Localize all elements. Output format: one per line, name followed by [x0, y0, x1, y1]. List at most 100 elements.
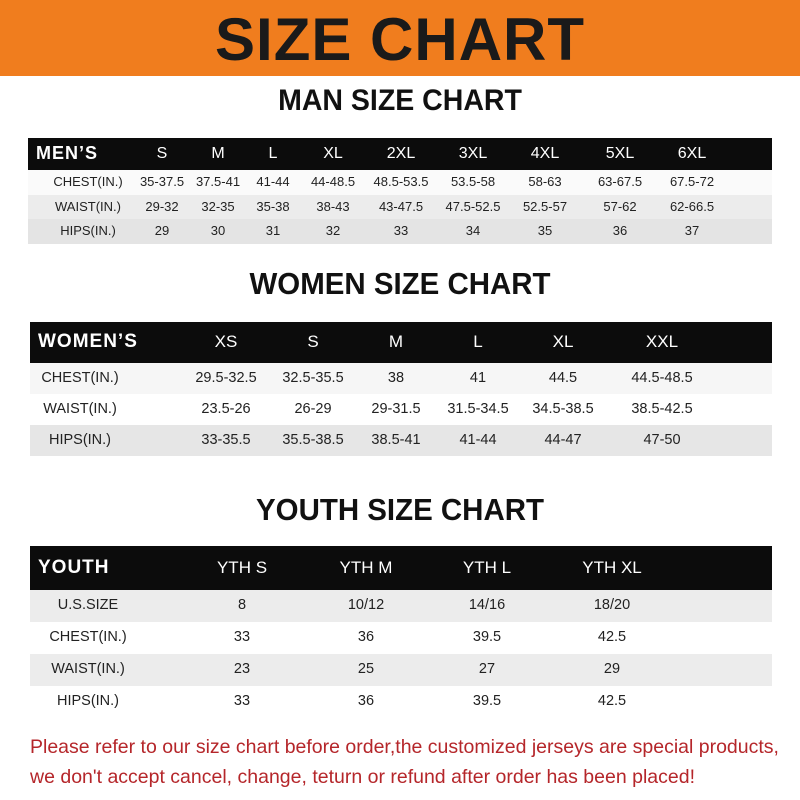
table-cell: 38-43	[316, 198, 350, 214]
table-cell: 32-35	[201, 198, 235, 214]
table-cell: 38.5-42.5	[631, 400, 693, 417]
table-cell: 29-32	[145, 198, 179, 214]
table-row	[30, 590, 772, 622]
row-label: HIPS(IN.)	[60, 223, 116, 239]
column-header: XXL	[645, 332, 679, 352]
table-cell: 44-47	[544, 431, 582, 448]
table-cell: 33	[233, 629, 251, 646]
column-header: XS	[214, 332, 238, 352]
table-row	[30, 654, 772, 686]
table-cell: 10/12	[347, 597, 385, 614]
table-cell: 34	[465, 223, 481, 239]
column-header: YTH XL	[582, 557, 642, 577]
table-cell: 34.5-38.5	[532, 400, 594, 417]
table-cell: 47.5-52.5	[445, 198, 501, 214]
table-cell: 44.5	[548, 369, 578, 386]
table-header-row	[30, 546, 772, 590]
table-cell: 18/20	[593, 597, 631, 614]
column-header: 4XL	[530, 145, 560, 163]
table-cell: 29	[603, 661, 621, 678]
table-cell: 33-35.5	[201, 431, 251, 448]
table-label: YOUTH	[38, 556, 110, 578]
table-cell: 48.5-53.5	[373, 174, 429, 190]
table-cell: 44-48.5	[310, 174, 356, 190]
table-row	[28, 194, 772, 219]
column-header: 5XL	[605, 145, 635, 163]
table-cell: 25	[357, 661, 375, 678]
row-label: U.S.SIZE	[57, 597, 119, 614]
column-header: S	[156, 145, 168, 163]
row-label: WAIST(IN.)	[43, 400, 117, 417]
row-label: HIPS(IN.)	[48, 431, 112, 448]
table-cell: 62-66.5	[669, 198, 715, 214]
table-cell: 29	[154, 223, 170, 239]
table-title: MAN SIZE CHART	[278, 84, 522, 117]
table-row	[30, 425, 772, 456]
table-cell: 32.5-35.5	[282, 369, 344, 386]
table-label: MEN’S	[36, 143, 99, 164]
column-header: L	[473, 332, 483, 352]
table-cell: 39.5	[472, 629, 502, 646]
table-cell: 58-63	[528, 174, 562, 190]
table-header-row	[30, 322, 772, 363]
table-cell: 26-29	[294, 400, 332, 417]
table-cell: 63-67.5	[597, 174, 643, 190]
table-cell: 33	[393, 223, 409, 239]
table-row	[30, 686, 772, 718]
table-cell: 42.5	[597, 693, 627, 710]
table-cell: 8	[237, 597, 247, 614]
table-cell: 32	[325, 223, 341, 239]
table-cell: 43-47.5	[378, 198, 424, 214]
table-cell: 39.5	[472, 693, 502, 710]
table-cell: 44.5-48.5	[631, 369, 693, 386]
column-header: YTH M	[339, 557, 393, 577]
table-cell: 31	[265, 223, 281, 239]
column-header: M	[211, 145, 225, 163]
table-row	[30, 394, 772, 425]
table-row	[28, 170, 772, 195]
table-cell: 37	[684, 223, 700, 239]
header-band	[0, 0, 800, 76]
table-cell: 31.5-34.5	[447, 400, 509, 417]
row-label: WAIST(IN.)	[51, 661, 125, 678]
table-row	[28, 219, 772, 244]
table-cell: 30	[210, 223, 226, 239]
table-cell: 38	[387, 369, 405, 386]
table-cell: 57-62	[603, 198, 637, 214]
table-cell: 27	[478, 661, 496, 678]
column-header: M	[388, 332, 404, 352]
table-cell: 38.5-41	[371, 431, 421, 448]
row-label: CHEST(IN.)	[53, 174, 123, 190]
table-cell: 36	[357, 629, 375, 646]
table-cell: 42.5	[597, 629, 627, 646]
column-header: 3XL	[458, 145, 488, 163]
table-cell: 52.5-57	[522, 198, 568, 214]
page-title: SIZE CHART	[215, 6, 585, 73]
table-row	[30, 622, 772, 654]
column-header: XL	[323, 145, 343, 163]
row-label: CHEST(IN.)	[49, 629, 127, 646]
notice-line: Please refer to our size chart before or…	[30, 736, 779, 758]
table-cell: 23	[233, 661, 251, 678]
table-cell: 35-38	[256, 198, 290, 214]
column-header: L	[268, 145, 278, 163]
column-header: XL	[552, 332, 574, 352]
table-cell: 41-44	[256, 174, 290, 190]
table-cell: 41	[469, 369, 487, 386]
table-header-row	[28, 138, 772, 170]
column-header: S	[307, 332, 319, 352]
table-cell: 35-37.5	[139, 174, 185, 190]
table-label: WOMEN’S	[38, 331, 138, 353]
column-header: 2XL	[386, 145, 416, 163]
table-cell: 36	[612, 223, 628, 239]
row-label: WAIST(IN.)	[55, 198, 121, 214]
table-cell: 67.5-72	[669, 174, 715, 190]
table-title: YOUTH SIZE CHART	[256, 492, 544, 527]
column-header: 6XL	[677, 145, 707, 163]
table-cell: 14/16	[468, 597, 506, 614]
table-cell: 41-44	[459, 431, 497, 448]
table-cell: 47-50	[643, 431, 681, 448]
row-label: CHEST(IN.)	[41, 369, 119, 386]
notice-line: we don't accept cancel, change, teturn o…	[30, 766, 695, 788]
table-cell: 33	[233, 693, 251, 710]
